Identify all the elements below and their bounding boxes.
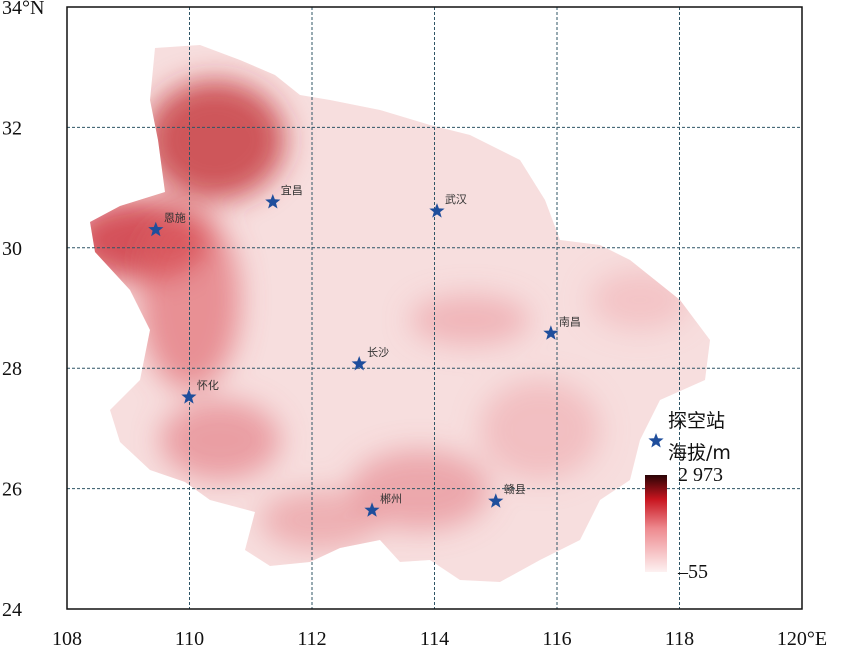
x-tick-label: 112	[297, 628, 326, 650]
y-tick-label: 32	[2, 117, 22, 139]
x-tick-label: 110	[175, 628, 204, 650]
colorbar-tick-label: 2 973	[678, 464, 723, 486]
y-tick-label: 30	[2, 238, 22, 260]
x-tick-label: 116	[542, 628, 571, 650]
station-marker	[488, 493, 504, 508]
legend-marker-label: 探空站	[668, 410, 725, 432]
station-label: 宜昌	[281, 183, 303, 197]
station-label: 恩施	[164, 212, 186, 225]
legend-marker	[648, 433, 664, 448]
y-tick-label: 24	[2, 599, 22, 621]
y-tick-label: 28	[2, 358, 22, 380]
colorbar-tick-label: –55	[677, 561, 708, 583]
frame	[66, 6, 803, 610]
station-marker	[181, 389, 197, 404]
y-tick-label: 34°N	[2, 0, 44, 19]
x-tick-label: 118	[665, 628, 694, 650]
x-tick-label: 120°E	[777, 628, 827, 650]
station-label: 怀化	[197, 378, 219, 392]
station-label: 长沙	[367, 346, 389, 359]
station-marker	[429, 203, 445, 218]
x-tick-label: 114	[420, 628, 449, 650]
station-label: 武汉	[445, 193, 467, 206]
station-label: 南昌	[559, 315, 581, 328]
y-tick-label: 26	[2, 479, 22, 501]
station-marker	[543, 325, 559, 340]
colorbar-title: 海拔/m	[668, 442, 731, 464]
station-label: 郴州	[380, 491, 402, 505]
station-marker	[364, 502, 380, 517]
x-tick-label: 108	[52, 628, 82, 650]
station-label: 赣县	[504, 482, 526, 496]
station-marker	[265, 194, 281, 209]
station-marker	[148, 221, 164, 237]
station-marker	[351, 356, 367, 371]
colorbar	[645, 475, 667, 572]
